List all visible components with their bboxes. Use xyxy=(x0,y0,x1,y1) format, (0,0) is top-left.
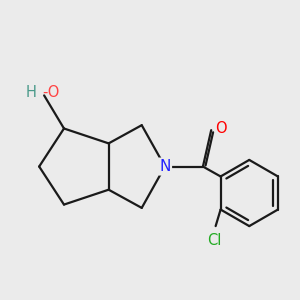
Text: H: H xyxy=(26,85,37,100)
Text: Cl: Cl xyxy=(207,233,221,248)
Text: O: O xyxy=(215,121,227,136)
Text: N: N xyxy=(159,159,171,174)
Text: -O: -O xyxy=(43,85,60,100)
